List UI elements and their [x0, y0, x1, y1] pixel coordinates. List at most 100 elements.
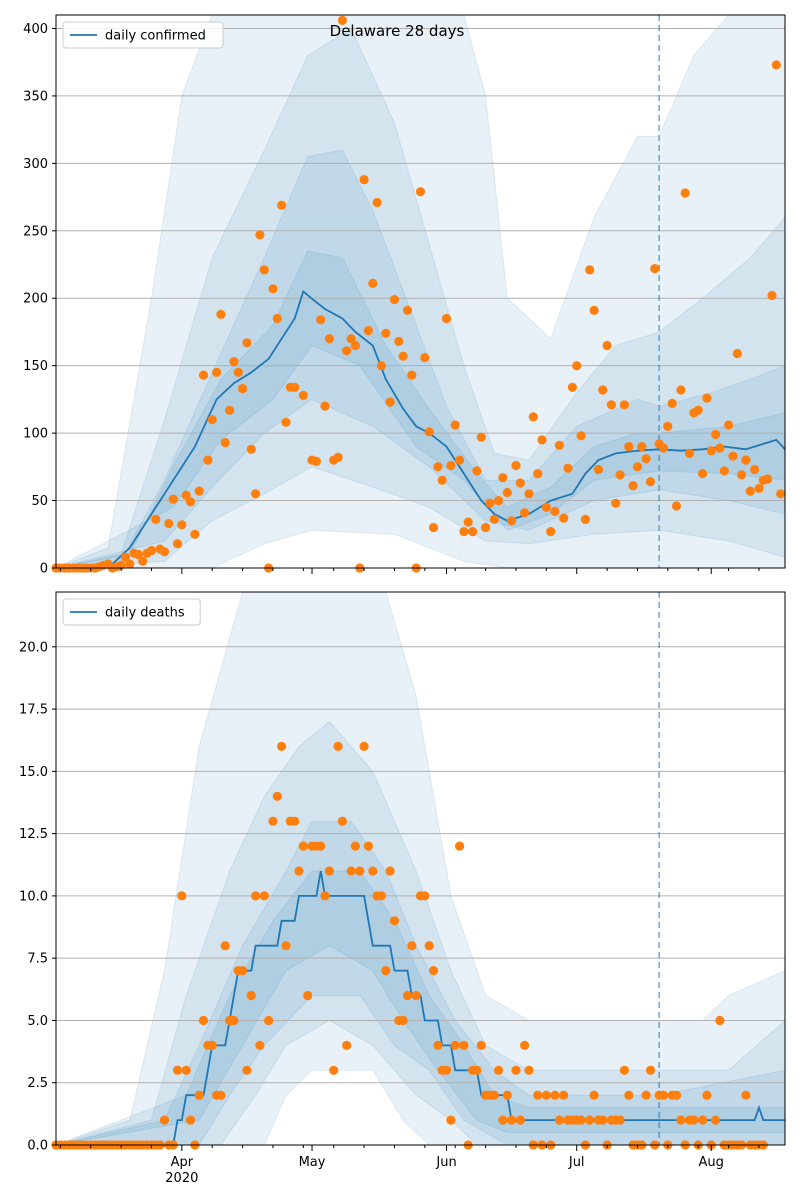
data-point — [324, 334, 334, 344]
legend-deaths[interactable]: daily deaths — [62, 598, 201, 626]
data-point — [711, 1115, 721, 1125]
data-point — [550, 1090, 560, 1100]
data-point — [350, 841, 360, 851]
data-point — [203, 455, 213, 465]
data-point — [172, 1065, 183, 1075]
data-point — [251, 891, 261, 901]
data-point — [515, 478, 525, 488]
data-point — [264, 1015, 274, 1026]
x-tick-label: Apr — [171, 1155, 194, 1170]
data-point — [242, 1065, 252, 1075]
data-point — [194, 1090, 204, 1100]
axes-frame — [55, 591, 786, 1146]
data-point — [658, 443, 669, 453]
data-point — [667, 398, 677, 408]
data-point — [702, 393, 712, 403]
data-point — [537, 435, 547, 445]
scatter-deaths — [51, 741, 768, 1150]
data-point — [415, 187, 426, 197]
data-point — [611, 498, 621, 508]
axes-confirmed: 0 50 100 150 200 250 300 350 400 — [23, 14, 786, 577]
data-point — [385, 397, 395, 407]
y-tick-label: 17.5 — [19, 703, 48, 718]
data-point — [455, 455, 465, 465]
data-point — [368, 866, 378, 876]
data-point — [767, 290, 777, 301]
y-tick-label: 7.5 — [27, 952, 48, 967]
data-point — [298, 390, 308, 400]
data-point — [368, 278, 378, 288]
data-point — [624, 1090, 634, 1100]
data-point — [255, 230, 265, 240]
data-point — [172, 539, 183, 549]
data-point — [407, 941, 417, 951]
data-point — [715, 1015, 725, 1026]
data-point — [207, 415, 217, 425]
data-point — [355, 866, 365, 876]
data-point — [394, 336, 404, 346]
chart-title: Delaware 28 days — [330, 22, 465, 40]
data-point — [671, 501, 682, 511]
data-point — [181, 490, 191, 500]
legend-box — [62, 598, 201, 626]
data-point — [420, 353, 430, 363]
data-point — [216, 1090, 226, 1100]
y-tick-label: 50 — [31, 494, 48, 509]
data-point — [212, 367, 222, 377]
y-tick-label: 200 — [23, 292, 48, 307]
data-point — [455, 841, 465, 851]
data-point — [346, 334, 356, 344]
data-point — [238, 384, 248, 394]
y-tick-label: 150 — [23, 359, 48, 374]
data-point — [316, 841, 326, 851]
data-point — [259, 265, 269, 275]
x-tick-label: May — [299, 1155, 326, 1170]
y-tick-label: 350 — [23, 89, 48, 104]
y-tick-label: 5.0 — [27, 1014, 48, 1029]
data-point — [376, 361, 386, 371]
data-point — [711, 429, 721, 440]
data-point — [441, 1065, 452, 1075]
data-point — [676, 1115, 686, 1125]
data-point — [776, 489, 786, 499]
data-point — [741, 1090, 751, 1100]
data-point — [381, 966, 391, 976]
data-point — [481, 522, 491, 533]
data-point — [463, 517, 473, 527]
data-point — [337, 15, 347, 25]
data-point — [333, 452, 343, 462]
data-point — [580, 514, 591, 525]
data-point — [385, 866, 395, 876]
data-point — [207, 1040, 217, 1050]
data-point — [298, 841, 308, 851]
data-point — [225, 405, 235, 415]
data-point — [372, 197, 382, 208]
data-point — [676, 385, 686, 395]
data-point — [337, 816, 347, 826]
data-point — [164, 518, 174, 529]
data-point — [468, 527, 478, 537]
y-tick-label: 250 — [23, 224, 48, 239]
data-point — [268, 816, 278, 826]
data-point — [680, 188, 690, 198]
data-point — [715, 443, 725, 453]
legend-label: daily confirmed — [105, 29, 206, 44]
data-point — [303, 990, 313, 1001]
data-point — [133, 549, 143, 560]
data-point — [138, 556, 148, 566]
data-point — [489, 1090, 499, 1100]
data-point — [485, 498, 495, 508]
y-tick-label: 15.0 — [19, 765, 48, 780]
data-point — [220, 941, 230, 951]
data-point — [585, 265, 595, 275]
y-tick-label: 0 — [40, 562, 48, 577]
legend-confirmed[interactable]: daily confirmed — [62, 21, 224, 49]
data-point — [472, 1065, 482, 1075]
data-point — [671, 1090, 682, 1100]
data-point — [459, 1040, 469, 1050]
data-point — [585, 1115, 595, 1125]
data-point — [277, 741, 287, 752]
data-point — [220, 438, 230, 448]
data-point — [229, 1015, 239, 1026]
